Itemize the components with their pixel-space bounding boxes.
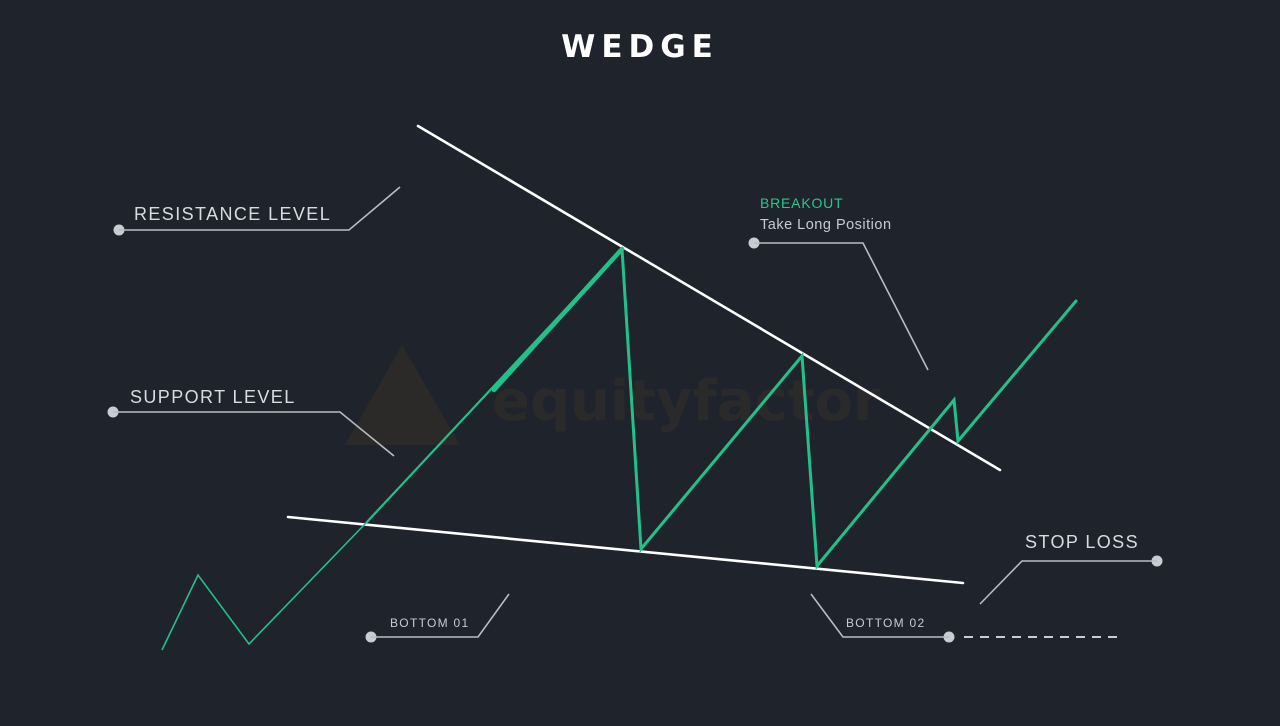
bottom-01-label: BOTTOM 01 — [390, 616, 470, 630]
bottom-02-callout: BOTTOM 02 — [810, 593, 1122, 643]
stop-loss-label: STOP LOSS — [1025, 532, 1139, 552]
bottom-02-label: BOTTOM 02 — [846, 616, 926, 630]
resistance-leader-line — [119, 186, 401, 231]
price-path — [161, 246, 1078, 651]
price-path-swings — [620, 247, 1078, 570]
price-path-rally-upper — [491, 246, 625, 393]
price-path-lead-in — [161, 522, 367, 651]
breakout-callout: BREAKOUT Take Long Position — [748, 195, 929, 371]
resistance-trendline — [416, 124, 1002, 472]
support-leader-line — [113, 411, 395, 457]
breakout-action-label: Take Long Position — [760, 217, 892, 233]
stop-loss-callout: STOP LOSS — [979, 532, 1163, 605]
breakout-leader-line — [754, 242, 929, 371]
watermark: equityfactor — [345, 345, 881, 445]
support-label: SUPPORT LEVEL — [130, 387, 296, 407]
support-callout: SUPPORT LEVEL — [107, 387, 395, 457]
resistance-label: RESISTANCE LEVEL — [134, 204, 331, 224]
watermark-text: equityfactor — [492, 369, 881, 434]
bottom-01-callout: BOTTOM 01 — [365, 593, 510, 643]
triangle-logo-icon — [345, 345, 460, 445]
bottom-02-leader-line — [810, 593, 949, 638]
stop-loss-leader-line — [979, 560, 1157, 605]
diagram-title: WEDGE — [561, 29, 719, 65]
resistance-callout: RESISTANCE LEVEL — [113, 186, 401, 236]
bottom-01-leader-line — [371, 593, 510, 638]
support-trendline — [286, 515, 965, 585]
breakout-label: BREAKOUT — [760, 195, 843, 211]
